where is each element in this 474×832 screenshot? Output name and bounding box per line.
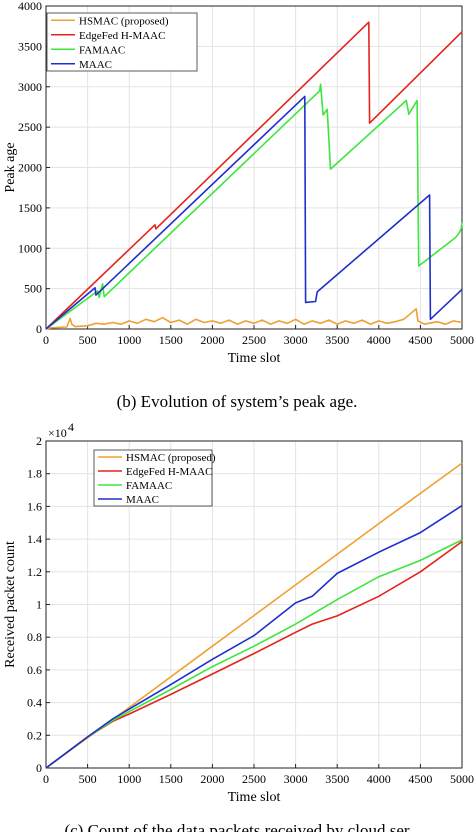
y-exponent-label: ×10 — [48, 426, 67, 440]
plot-frame — [45, 440, 463, 769]
y-tick-label: 500 — [24, 282, 42, 296]
y-tick-label: 2500 — [18, 120, 42, 134]
legend: HSMAC (proposed) EdgeFed H-MAAC FAMAAC MAAC — [93, 449, 216, 507]
x-tick-label: 500 — [79, 333, 97, 347]
y-tick-label: 3000 — [18, 80, 42, 94]
legend-entry: FAMAAC — [126, 480, 172, 492]
x-tick-label: 3000 — [284, 772, 308, 786]
x-tick-label: 2500 — [242, 333, 266, 347]
y-tick-label: 2 — [36, 434, 42, 448]
series-line-2 — [45, 21, 463, 330]
figure-caption: (b) Evolution of system’s peak age. — [117, 392, 358, 411]
legend-entry: FAMAAC — [79, 44, 125, 56]
y-tick-label: 1.8 — [27, 467, 42, 481]
x-tick-label: 1000 — [117, 333, 141, 347]
y-tick-label: 0.2 — [27, 728, 42, 742]
legend-entry: EdgeFed H-MAAC — [79, 30, 165, 42]
plot-frame — [45, 5, 463, 330]
legend-entry: HSMAC (proposed) — [79, 15, 169, 27]
chart-1: 0 500 1000 1500 2000 2500 3000 3500 4000 4500 5000… — [3, 0, 474, 411]
y-tick-label: 1.4 — [27, 532, 42, 546]
y-tick-label: 1.6 — [27, 499, 42, 513]
x-tick-label: 2500 — [242, 772, 266, 786]
legend-box — [46, 12, 198, 72]
legend-entry: MAAC — [79, 59, 112, 71]
legend-entry: MAAC — [126, 494, 159, 506]
series-line-3 — [45, 539, 463, 769]
x-axis-label: Time slot — [228, 790, 281, 805]
y-axis-label: Received packet count — [3, 541, 18, 668]
y-exponent-power: 4 — [68, 420, 74, 434]
y-tick-label: 0.8 — [27, 630, 42, 644]
legend-entry: EdgeFed H-MAAC — [126, 466, 212, 478]
y-axis-label: Peak age — [3, 142, 18, 192]
x-tick-label: 3500 — [325, 772, 349, 786]
y-tick-label: 0 — [36, 322, 42, 336]
figure-caption: (c) Count of the data packets received b… — [64, 821, 409, 832]
legend-entry: HSMAC (proposed) — [126, 452, 216, 464]
x-tick-label: 5000 — [450, 772, 474, 786]
y-tick-label: 1 — [36, 598, 42, 612]
series-line-4 — [45, 95, 463, 330]
x-tick-label: 5000 — [450, 333, 474, 347]
x-tick-label: 4500 — [408, 772, 432, 786]
legend-box — [93, 449, 213, 507]
y-tick-label: 0.6 — [27, 663, 42, 677]
y-tick-label: 0 — [36, 761, 42, 775]
y-tick-label: 4000 — [18, 0, 42, 13]
y-tick-label: 1.2 — [27, 565, 42, 579]
y-tick-label: 0.4 — [27, 696, 42, 710]
series-line-3 — [45, 83, 463, 330]
x-tick-label: 1000 — [117, 772, 141, 786]
x-axis-label: Time slot — [228, 351, 281, 366]
y-tick-label: 1000 — [18, 241, 42, 255]
x-tick-label: 4000 — [367, 333, 391, 347]
y-tick-label: 1500 — [18, 201, 42, 215]
y-tick-label: 3500 — [18, 39, 42, 53]
x-tick-label: 3500 — [325, 333, 349, 347]
legend: HSMAC (proposed) EdgeFed H-MAAC FAMAAC MAAC — [46, 12, 198, 72]
series-line-1 — [45, 308, 463, 330]
x-tick-label: 500 — [79, 772, 97, 786]
x-tick-label: 3000 — [284, 333, 308, 347]
y-tick-label: 2000 — [18, 161, 42, 175]
x-tick-label: 2000 — [200, 333, 224, 347]
x-tick-label: 4500 — [408, 333, 432, 347]
x-tick-label: 0 — [43, 772, 49, 786]
chart-2: 0 500 1000 1500 2000 2500 3000 3500 4000 4500 5000… — [3, 420, 474, 832]
x-tick-label: 4000 — [367, 772, 391, 786]
series-line-4 — [45, 504, 463, 769]
x-tick-label: 1500 — [159, 333, 183, 347]
x-tick-label: 2000 — [200, 772, 224, 786]
x-tick-label: 1500 — [159, 772, 183, 786]
x-tick-label: 0 — [43, 333, 49, 347]
